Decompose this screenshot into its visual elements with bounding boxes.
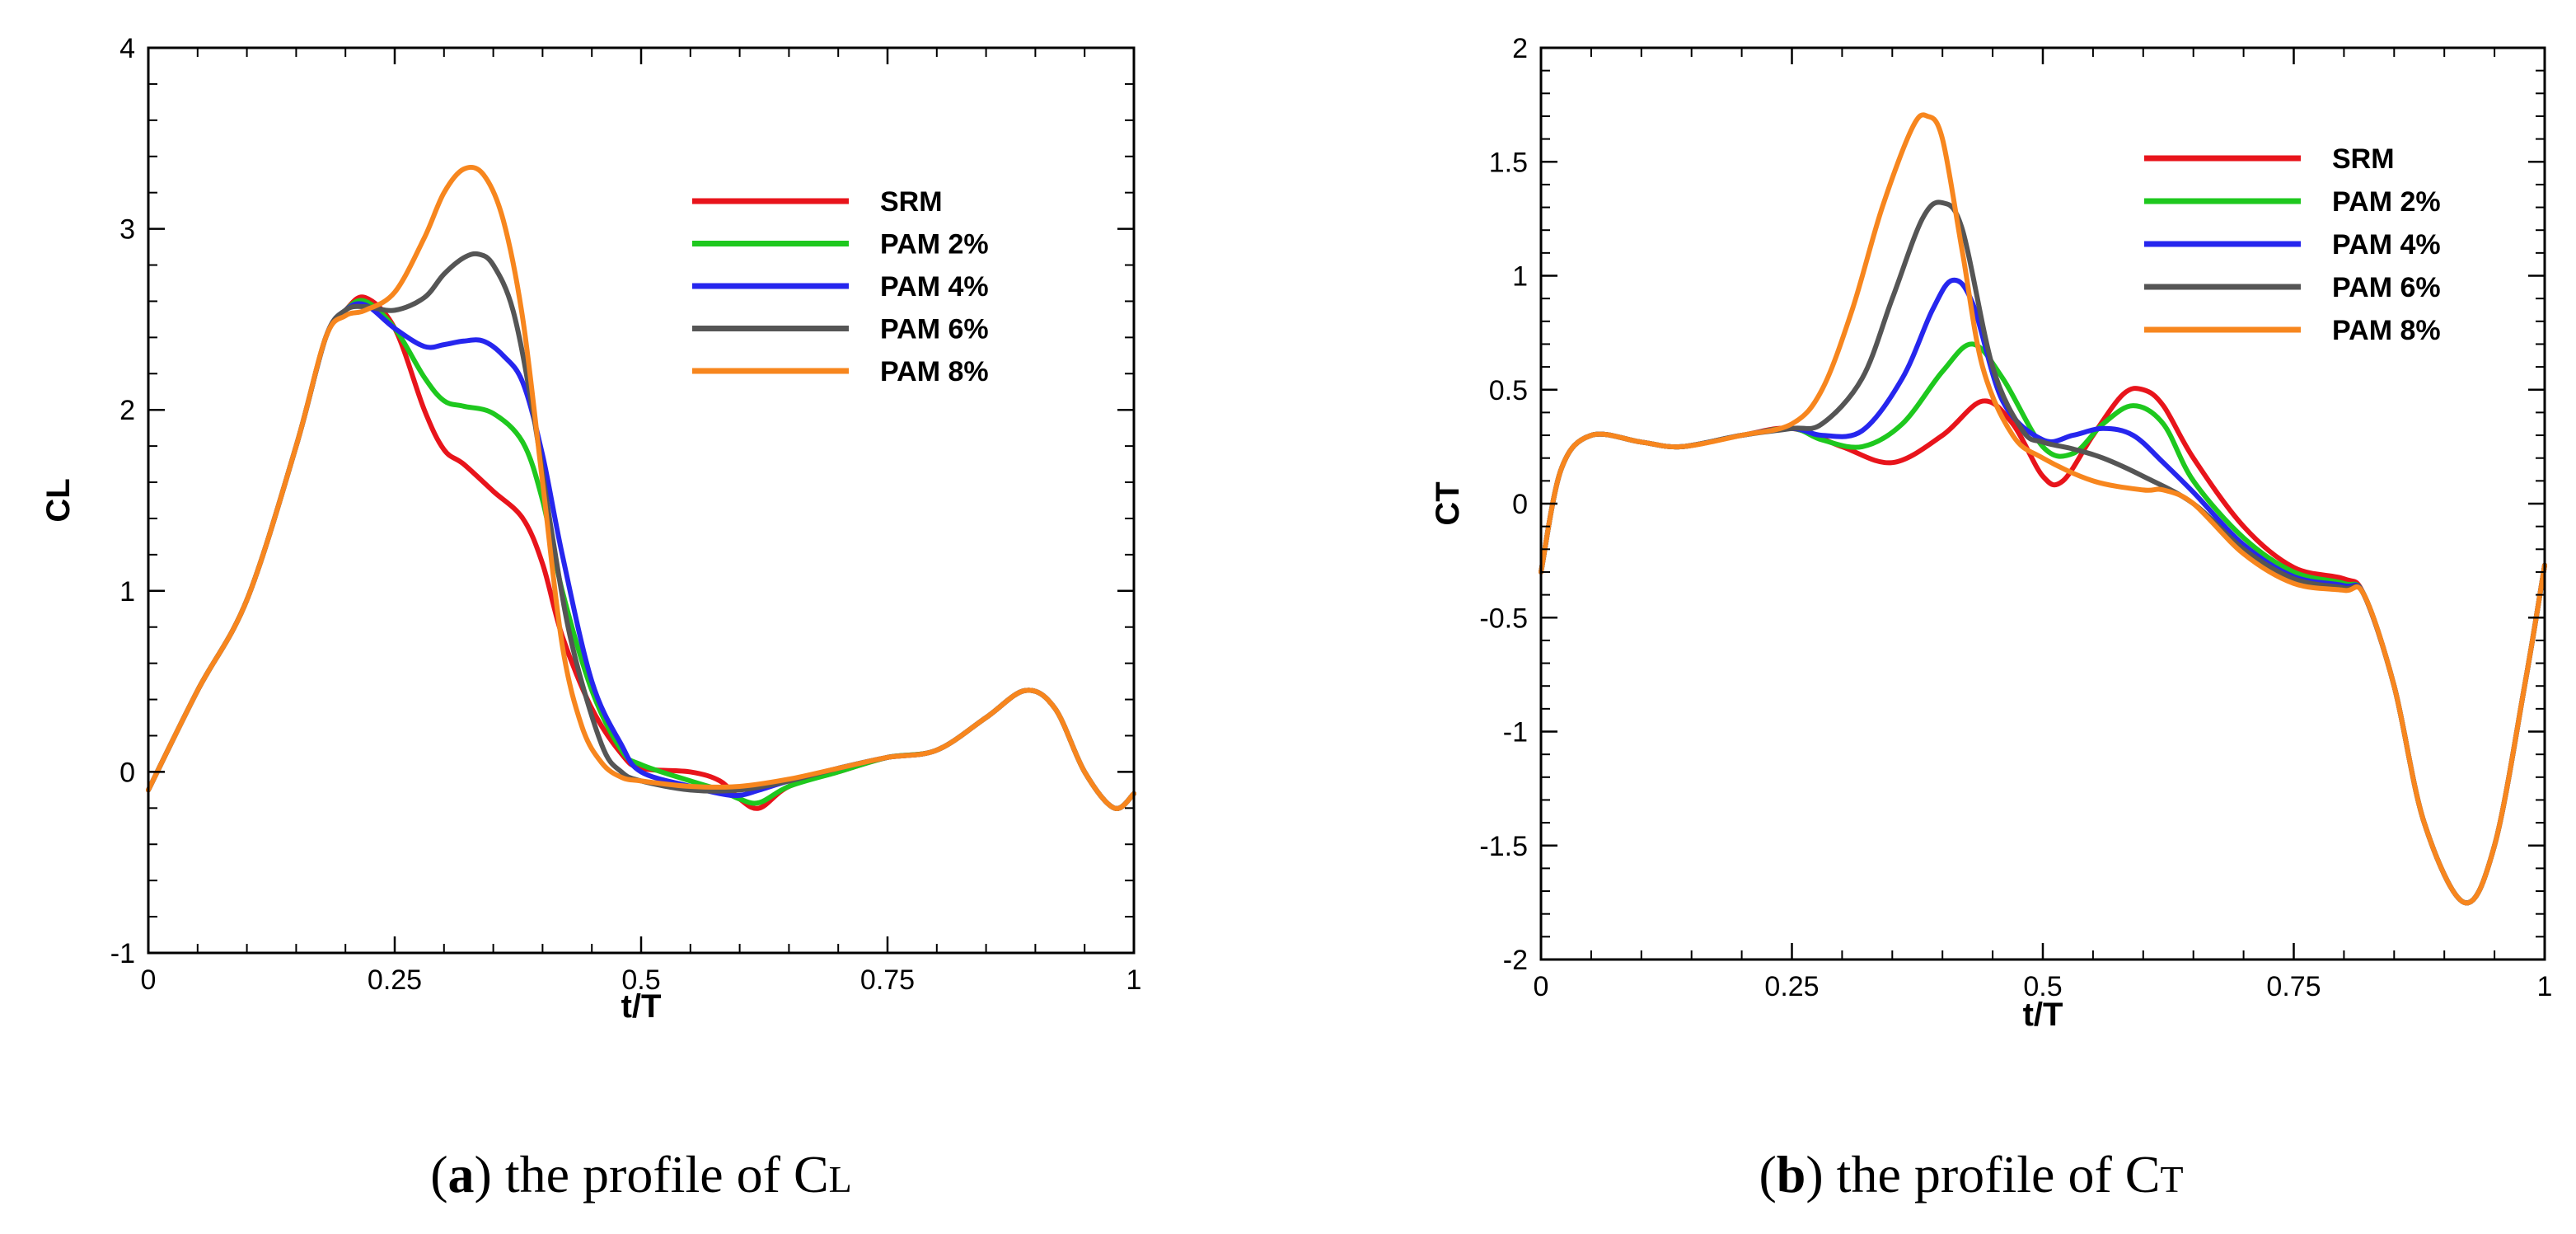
- ct-legend-label-pam-4: PAM 4%: [2332, 229, 2441, 260]
- ct-x-tick-label: 1: [2537, 971, 2553, 1002]
- cl-legend: SRM PAM 2% PAM 4% PAM 6% PAM 8%: [692, 186, 989, 387]
- cl-y-axis-title: CL: [40, 478, 77, 522]
- cl-y-tick-label: 1: [119, 576, 135, 608]
- cl-y-tick-label: 3: [119, 214, 135, 246]
- ct-x-tick-label: 0.75: [2266, 971, 2321, 1002]
- ct-series-pam-4: [1539, 277, 2547, 906]
- ct-series-pam-2: [1539, 341, 2547, 906]
- cl-x-tick-label: 0.25: [368, 964, 422, 996]
- ct-caption: (b) the profile of CT: [1759, 1145, 2183, 1204]
- cl-caption-open-paren: (: [430, 1145, 447, 1204]
- cl-legend-label-pam-8: PAM 8%: [880, 356, 989, 387]
- cl-legend-label-pam-2: PAM 2%: [880, 229, 989, 260]
- ct-y-tick-label: 2: [1512, 33, 1528, 64]
- cl-x-tick-label: 0.75: [860, 964, 915, 996]
- cl-x-axis-title: t/T: [621, 988, 662, 1025]
- ct-legend: SRM PAM 2% PAM 4% PAM 6% PAM 8%: [2144, 143, 2441, 346]
- cl-y-tick-label: 4: [119, 33, 135, 64]
- ct-y-tick-label: -2: [1503, 945, 1528, 976]
- cl-x-tick-label: 1: [1126, 964, 1142, 996]
- cl-caption-subscript: L: [829, 1158, 852, 1200]
- cl-caption-close-paren: ): [475, 1145, 505, 1204]
- cl-x-tick-label: 0: [141, 964, 157, 996]
- ct-x-tick-label: 0.25: [1764, 971, 1819, 1002]
- ct-caption-text: the profile of C: [1837, 1145, 2161, 1204]
- ct-caption-close-paren: ): [1806, 1145, 1836, 1204]
- cl-legend-label-pam-4: PAM 4%: [880, 271, 989, 303]
- ct-y-tick-label: -0.5: [1479, 603, 1528, 634]
- cl-y-tick-label: 2: [119, 395, 135, 426]
- cl-caption-text: the profile of C: [505, 1145, 829, 1204]
- ct-y-tick-label: 1.5: [1489, 147, 1528, 178]
- ct-y-axis-title: CT: [1430, 481, 1466, 525]
- ct-x-axis-title: t/T: [2023, 997, 2063, 1033]
- ct-plot-area: [1539, 46, 2546, 961]
- ct-legend-label-srm: SRM: [2332, 143, 2395, 175]
- ct-y-tick-label: -1.5: [1479, 831, 1528, 862]
- cl-plot-area: [147, 46, 1136, 955]
- cl-series-pam-8: [146, 164, 1136, 811]
- cl-caption: (a) the profile of CL: [430, 1145, 852, 1204]
- ct-y-tick-label: 0: [1512, 489, 1528, 520]
- cl-series-layer: [146, 164, 1136, 811]
- ct-caption-tag: b: [1777, 1145, 1806, 1204]
- ct-y-tick-label: 1: [1512, 261, 1528, 293]
- ct-series-pam-8: [1539, 112, 2547, 906]
- ct-y-tick-label: -1: [1503, 717, 1528, 748]
- chart-ct: 0 0.25 0.5 0.75 1 -2 -1.5 -1 -0.5 0 0.5 1 1.5 2 t/T C…: [1430, 33, 2552, 1204]
- ct-legend-label-pam-2: PAM 2%: [2332, 186, 2441, 218]
- cl-caption-tag: a: [448, 1145, 475, 1204]
- ct-series-pam-6: [1539, 199, 2547, 906]
- ct-legend-label-pam-8: PAM 8%: [2332, 315, 2441, 346]
- cl-y-tick-label: 0: [119, 757, 135, 788]
- ct-caption-subscript: T: [2160, 1158, 2183, 1200]
- cl-x-tick-label: 0.5: [621, 964, 660, 996]
- cl-legend-label-pam-6: PAM 6%: [880, 314, 989, 345]
- ct-x-tick-label: 0.5: [2023, 971, 2062, 1002]
- ct-y-tick-label: 0.5: [1489, 375, 1528, 406]
- ct-legend-label-pam-6: PAM 6%: [2332, 272, 2441, 303]
- cl-legend-label-srm: SRM: [880, 186, 943, 218]
- ct-series-srm: [1539, 386, 2547, 906]
- ct-x-tick-label: 0: [1534, 971, 1549, 1002]
- cl-y-tick-label: -1: [110, 938, 135, 969]
- ct-ticks: 0 0.25 0.5 0.75 1 -2 -1.5 -1 -0.5 0 0.5 1 1.5 2: [1479, 33, 2552, 1002]
- ct-caption-open-paren: (: [1759, 1145, 1776, 1204]
- ct-series-layer: [1539, 112, 2547, 906]
